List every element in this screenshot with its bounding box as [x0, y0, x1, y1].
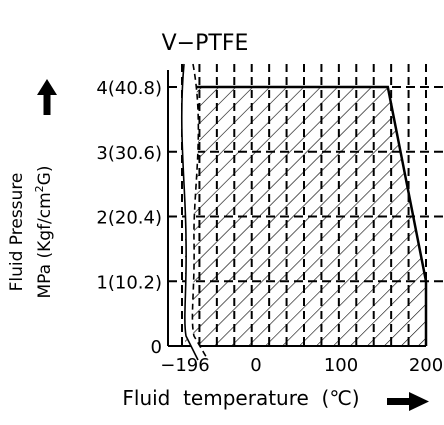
right-arrow-icon [387, 392, 429, 411]
y-axis-label-line1: Fluid Pressure [7, 173, 27, 292]
y-axis-label: Fluid Pressure MPa (Kgf/cm2G) [7, 166, 55, 299]
y-tick-label: 1(10.2) [96, 272, 162, 293]
axis-break-curve-left [180, 63, 199, 361]
y-tick-label: 4(40.8) [96, 78, 162, 99]
y-tick-label: 3(30.6) [96, 143, 162, 164]
plot-area: 01(10.2)2(20.4)3(30.6)4(40.8)−196 0 100 200 [96, 63, 444, 376]
operating-limit-line [185, 85, 428, 346]
chart-title: V−PTFE [162, 31, 249, 56]
y-axis-label-sup: 2 [33, 185, 46, 192]
y-axis-label-line2: MPa (Kgf/cm2G) [33, 166, 55, 299]
operating-region-fill [185, 87, 426, 346]
y-axis-label-tail: G) [35, 166, 55, 186]
x-axis-label: Fluid temperature (℃) [122, 386, 359, 410]
x-tick-label: 0 [250, 355, 261, 376]
y-tick-label: 0 [151, 337, 162, 358]
axis-break-curve-right [191, 63, 209, 361]
y-tick-label: 2(20.4) [96, 208, 162, 229]
x-tick-label: 100 [324, 355, 358, 376]
x-tick-label: 200 [409, 355, 443, 376]
x-tick-label: −196 [160, 355, 209, 376]
up-arrow-icon [37, 79, 57, 115]
axis-break-gap [181, 64, 208, 360]
y-axis-label-unit: MPa (Kgf/cm [35, 192, 55, 298]
